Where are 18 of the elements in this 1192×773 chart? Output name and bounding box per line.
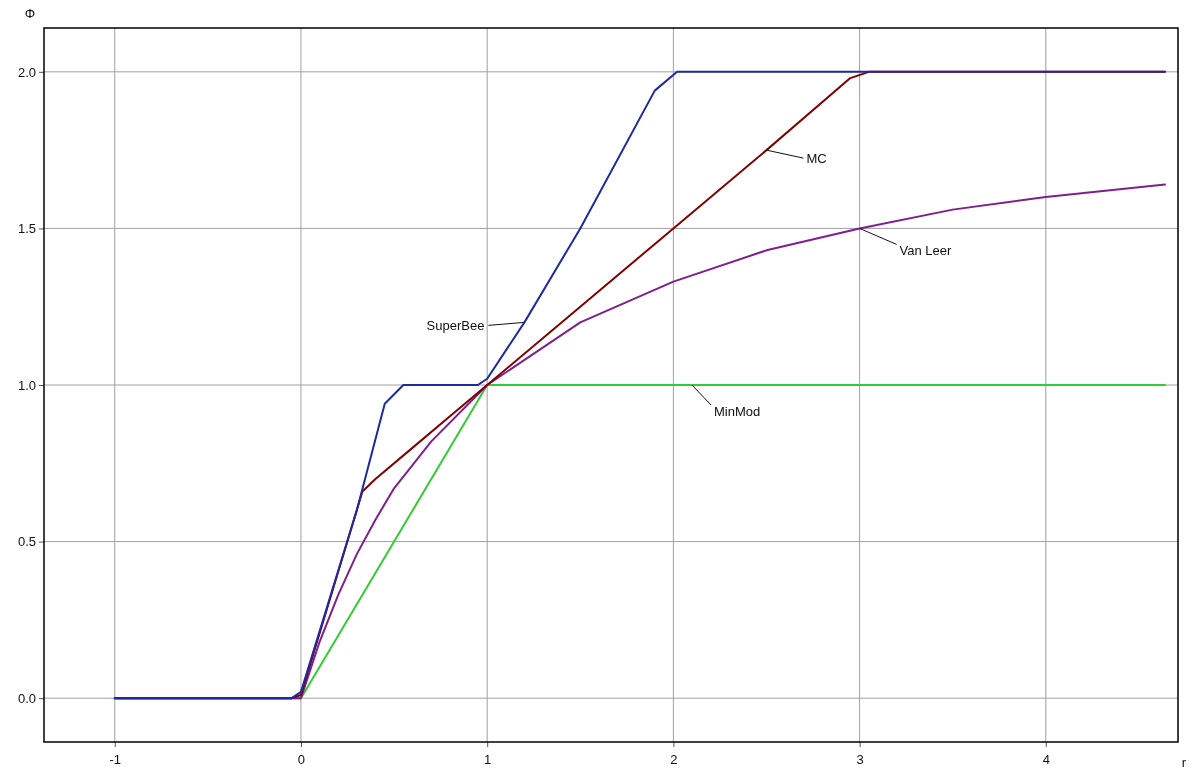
- x-tick-label: 2: [670, 752, 678, 768]
- y-tick-label: 0.0: [17, 690, 36, 706]
- y-tick-label: 1.0: [17, 377, 36, 393]
- text: SuperBee: [426, 318, 485, 334]
- x-tick-label: -1: [109, 752, 122, 768]
- y-tick-label: 0.5: [17, 534, 36, 550]
- x-tick-label: 4: [1042, 752, 1050, 768]
- x-axis-title: r: [1181, 755, 1187, 770]
- x-tick-label: 1: [484, 752, 492, 768]
- y-tick-label: 1.5: [17, 221, 36, 237]
- series-label: Van Leer: [899, 243, 953, 259]
- series-label: MinMod: [714, 404, 761, 419]
- y-axis-title: Φ: [24, 6, 36, 21]
- x-tick-label: 3: [856, 752, 864, 768]
- line-series: [113, 70, 1166, 700]
- x-tick-label: 0: [297, 752, 306, 768]
- y-tick-label: 2.0: [17, 64, 36, 80]
- text: MC: [806, 151, 827, 167]
